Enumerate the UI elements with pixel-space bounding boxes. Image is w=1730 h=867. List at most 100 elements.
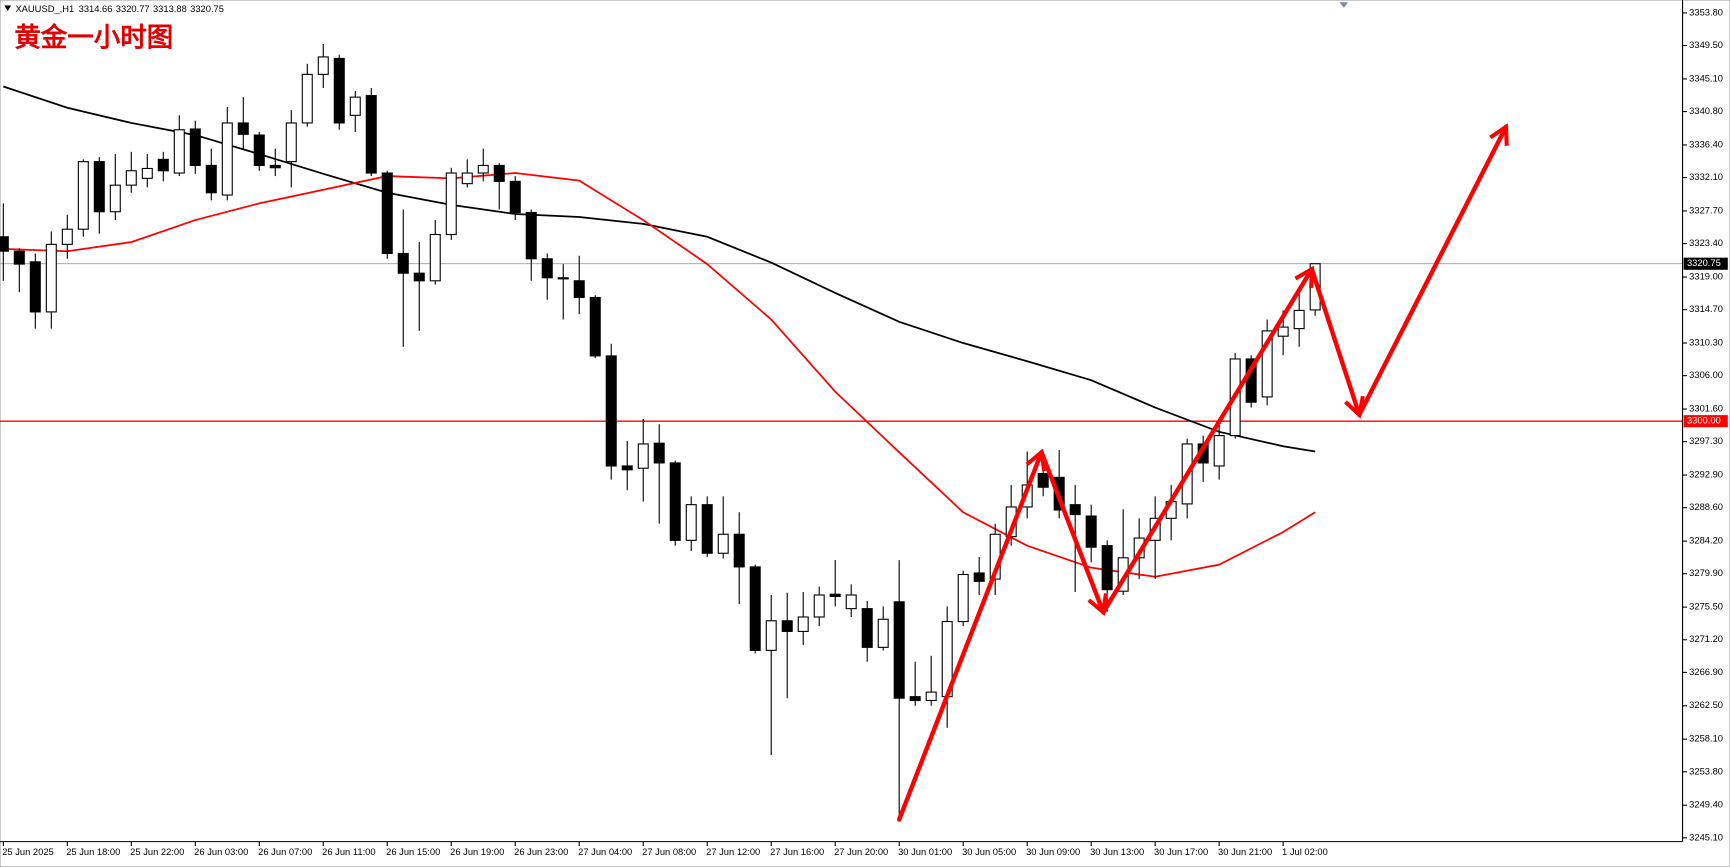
header-open: 3314.66 (79, 4, 113, 14)
y-tick-label: 3306.00 (1689, 370, 1723, 380)
candle-body (973, 572, 985, 582)
y-tick-label: 3249.40 (1689, 800, 1723, 810)
x-tick-label: 27 Jun 12:00 (706, 847, 760, 857)
y-tick-label: 3323.40 (1689, 238, 1723, 248)
candle-body (445, 172, 457, 236)
candle-body (45, 243, 57, 313)
candle-body (221, 122, 233, 196)
candle-body (493, 164, 505, 182)
arrow (1309, 266, 1359, 415)
candle-body (125, 170, 137, 186)
candle-body (205, 164, 217, 194)
y-tick-label: 3310.30 (1689, 337, 1723, 347)
annotation-arrows (896, 127, 1506, 822)
symbol-icon (4, 5, 12, 12)
candle-body (349, 96, 361, 116)
candle-body (429, 233, 441, 282)
y-tick-label: 3292.90 (1689, 470, 1723, 480)
candle-body (477, 164, 489, 174)
candle-body (589, 296, 601, 357)
y-tick-label: 3275.50 (1689, 602, 1723, 612)
candle-body (573, 280, 585, 299)
candle-body (653, 442, 665, 464)
header-low: 3313.88 (153, 4, 187, 14)
plot (0, 44, 1683, 822)
symbol: XAUUSD_,H1 (15, 4, 74, 14)
x-tick-label: 30 Jun 17:00 (1154, 847, 1208, 857)
header-close: 3320.75 (190, 4, 224, 14)
candle-body (781, 620, 793, 632)
candle-body (365, 95, 377, 174)
candle-body (461, 172, 473, 185)
candle-body (269, 164, 281, 169)
arrow (1039, 450, 1104, 612)
candle-body (701, 504, 713, 554)
candle-body (717, 533, 729, 554)
y-tick-label: 3288.60 (1689, 502, 1723, 512)
candle-body (285, 122, 297, 163)
candle-body (93, 161, 105, 213)
y-tick-label: 3253.80 (1689, 766, 1723, 776)
x-tick-label: 26 Jun 03:00 (194, 847, 248, 857)
candle-body (749, 566, 761, 651)
candle-body (765, 620, 777, 651)
y-tick-label: 3349.50 (1689, 40, 1723, 50)
level-label-box (1683, 415, 1728, 428)
x-tick-label: 25 Jun 22:00 (130, 847, 184, 857)
candle-body (733, 533, 745, 568)
y-tick-label: 3327.70 (1689, 205, 1723, 215)
candle-body (77, 161, 89, 230)
arrow (896, 452, 1041, 822)
candle-body (877, 618, 889, 648)
candle-body (61, 228, 73, 245)
candle-body (1037, 473, 1049, 488)
y-tick-label: 3266.90 (1689, 667, 1723, 677)
candle-body (557, 277, 569, 280)
x-tick-label: 30 Jun 13:00 (1090, 847, 1144, 857)
candle-body (957, 573, 969, 623)
candle-body (909, 696, 921, 702)
chart-title: 黄金一小时图 (14, 23, 173, 54)
arrow (1101, 269, 1315, 615)
candle-body (813, 594, 825, 618)
current-price-label: 3320.75 (1687, 258, 1721, 268)
candle-body (861, 608, 873, 648)
candle-body (1213, 435, 1225, 467)
candle-body (541, 258, 553, 279)
symbol-header: XAUUSD_,H1 3314.66 3320.77 3313.88 3320.75 (15, 4, 224, 14)
candle-body (381, 172, 393, 255)
y-tick-label: 3245.10 (1689, 832, 1723, 842)
x-tick-label: 25 Jun 2025 (2, 847, 54, 857)
candle-body (829, 593, 841, 598)
shift-marker (1339, 2, 1349, 8)
candle-body (397, 252, 409, 274)
x-tick-label: 26 Jun 15:00 (386, 847, 440, 857)
candle-body (1069, 504, 1081, 516)
x-tick-label: 1 Jul 02:00 (1282, 847, 1328, 857)
candle-body (333, 57, 345, 124)
candle-body (317, 56, 329, 75)
y-tick-label: 3345.10 (1689, 73, 1723, 83)
y-tick-label: 3340.80 (1689, 106, 1723, 116)
candle-body (1101, 545, 1113, 591)
x-tick-label: 30 Jun 21:00 (1218, 847, 1272, 857)
y-tick-label: 3297.30 (1689, 436, 1723, 446)
candle-body (157, 158, 169, 172)
current-price-box (1683, 257, 1728, 270)
x-tick-label: 27 Jun 16:00 (770, 847, 824, 857)
arrow (1357, 127, 1506, 417)
candle-body (669, 462, 681, 541)
candle-body (301, 73, 313, 124)
y-tick-label: 3284.20 (1689, 536, 1723, 546)
candle-body (845, 594, 857, 610)
candle-body (413, 272, 425, 282)
x-tick-label: 26 Jun 07:00 (258, 847, 312, 857)
candle-body (237, 122, 249, 135)
candle-body (1085, 515, 1097, 548)
y-tick-label: 3314.70 (1689, 304, 1723, 314)
candle-body (173, 129, 185, 174)
candle-body (797, 616, 809, 632)
